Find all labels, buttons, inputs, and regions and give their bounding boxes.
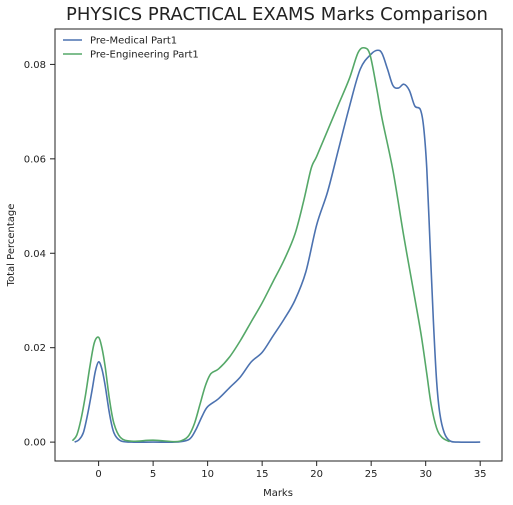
chart-title: PHYSICS PRACTICAL EXAMS Marks Comparison <box>66 4 488 25</box>
series-line-1 <box>71 46 451 443</box>
plot-area <box>54 28 503 462</box>
series-line-0 <box>74 49 481 444</box>
x-tick-label: 25 <box>365 469 378 480</box>
x-tick-label: 15 <box>256 469 269 480</box>
y-axis-ticks: 0.00 0.02 0.04 0.06 0.08 <box>24 60 55 449</box>
legend-label: Pre-Engineering Part1 <box>90 50 199 61</box>
legend: Pre-Medical Part1 Pre-Engineering Part1 <box>63 36 199 61</box>
x-tick-label: 5 <box>150 469 156 480</box>
y-tick-label: 0.00 <box>24 438 46 449</box>
y-axis-label: Total Percentage <box>6 204 17 288</box>
x-tick-label: 30 <box>419 469 432 480</box>
x-tick-label: 0 <box>95 469 101 480</box>
y-tick-label: 0.08 <box>24 60 46 71</box>
y-tick-label: 0.02 <box>24 343 46 354</box>
x-tick-label: 35 <box>474 469 487 480</box>
x-axis-label: Marks <box>263 488 293 499</box>
y-tick-label: 0.04 <box>24 249 46 260</box>
x-tick-label: 10 <box>201 469 214 480</box>
x-axis-ticks: 0 5 10 15 20 25 30 35 <box>95 461 487 480</box>
y-tick-label: 0.06 <box>24 154 46 165</box>
series-lines <box>71 46 481 444</box>
x-tick-label: 20 <box>310 469 323 480</box>
legend-label: Pre-Medical Part1 <box>90 36 177 47</box>
